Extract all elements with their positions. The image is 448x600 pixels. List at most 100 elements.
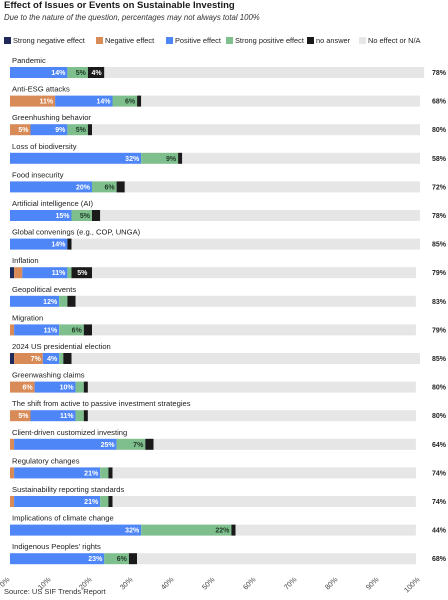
bar-segment-strong-positive (100, 496, 109, 507)
legend-swatch (307, 37, 314, 44)
bar-segment-strong-positive (67, 67, 88, 78)
x-tick-label: 40% (159, 575, 176, 592)
data-label: 21% (84, 470, 99, 477)
bar-segment-no-answer (92, 210, 101, 221)
bar-segment-no-effect (124, 181, 421, 193)
legend-label: Strong negative effect (13, 36, 85, 45)
bar-segment-positive (14, 324, 60, 336)
bar-segment-no-answer (83, 410, 88, 422)
bar-segment-positive (34, 381, 76, 393)
bar-segment-strong-positive (112, 95, 138, 107)
bar-segment-no-effect (141, 95, 420, 107)
x-tick-label: 80% (323, 575, 340, 592)
data-label: 74% (432, 499, 447, 506)
bar-segment-positive (10, 181, 92, 193)
bar-segment-strong-positive (75, 410, 84, 422)
bar-segment-positive (14, 438, 117, 450)
x-tick-label: 60% (241, 575, 258, 592)
bar-segment-positive (14, 467, 101, 479)
data-label: 32% (125, 156, 140, 163)
bar-segment-positive (10, 210, 72, 221)
data-label: 64% (432, 442, 447, 449)
bar-segment-strong-positive (75, 381, 84, 393)
data-label: 5% (18, 413, 29, 420)
data-label: 6% (125, 99, 136, 106)
category-label: Food insecurity (12, 170, 64, 179)
bar-segment-strong-positive (141, 524, 232, 536)
bar-segment-no-answer (145, 438, 154, 450)
bar-segment-no-effect (112, 496, 416, 507)
legend-swatch (4, 37, 11, 44)
bar-segment-strong-positive (104, 553, 129, 565)
bar-segment-positive (30, 124, 68, 136)
bar-segment-no-effect (71, 353, 420, 364)
data-label: 80% (432, 385, 447, 392)
data-label: 11% (52, 270, 66, 277)
bar-segment-strong-positive (92, 181, 117, 193)
data-label: 68% (432, 99, 447, 106)
data-label: 78% (432, 70, 447, 77)
legend-swatch (96, 37, 103, 44)
legend-label: Positive effect (175, 36, 221, 45)
data-label: 4% (47, 356, 58, 363)
category-label: Loss of biodiversity (12, 142, 77, 151)
bar-segment-no-effect (235, 524, 416, 536)
legend-label: Strong positive effect (235, 36, 304, 45)
legend: Strong negative effect Negative effect Pos… (4, 36, 448, 46)
bar-segment-negative (10, 438, 15, 450)
bar-segment-positive (10, 67, 68, 78)
data-label: 11% (39, 99, 53, 106)
bar-segment-no-effect (92, 267, 416, 279)
bar-segment-positive (42, 353, 60, 364)
data-label: 12% (43, 299, 58, 306)
data-label: 83% (432, 299, 447, 306)
category-label: Greenwashing claims (12, 371, 85, 380)
data-label: 5% (76, 127, 87, 134)
data-label: 9% (166, 156, 177, 163)
bar-segment-positive (55, 95, 113, 107)
category-label: Global convenings (e.g., COP, UNGA) (12, 228, 141, 237)
bar-segment-no-effect (104, 67, 425, 78)
data-label: 21% (84, 499, 99, 506)
bar-segment-no-effect (112, 467, 416, 479)
data-label: 22% (215, 528, 230, 535)
category-label: Regulatory changes (12, 456, 80, 465)
data-label: 72% (432, 184, 447, 191)
bar-segment-no-answer (178, 152, 183, 164)
bar-segment-strong-positive (67, 124, 88, 136)
data-label: 6% (22, 385, 33, 392)
bar-segment-positive (14, 496, 101, 507)
legend-item-no-effect: No effect or N/A (359, 36, 420, 45)
data-label: 11% (60, 413, 74, 420)
data-label: 25% (101, 442, 116, 449)
chart-subtitle: Due to the nature of the question, perce… (4, 13, 260, 22)
data-label: 58% (432, 156, 447, 163)
data-label: 5% (80, 213, 91, 220)
bar-segment-negative (10, 381, 35, 393)
bar-segment-no-answer (63, 353, 72, 364)
data-label: 85% (432, 242, 447, 249)
data-label: 74% (432, 470, 447, 477)
legend-item-strong-positive: Strong positive effect (226, 36, 304, 45)
legend-label: No effect or N/A (368, 36, 421, 45)
data-label: 79% (432, 270, 447, 277)
data-label: 85% (432, 356, 447, 363)
data-label: 6% (72, 327, 83, 334)
bar-segment-negative (10, 124, 31, 136)
data-label: 15% (55, 213, 70, 220)
data-label: 14% (51, 242, 66, 249)
x-tick-label: 70% (282, 575, 299, 592)
category-label: Anti-ESG attacks (12, 85, 70, 94)
data-label: 14% (96, 99, 111, 106)
legend-label: Negative effect (105, 36, 155, 45)
category-label: Indigenous Peoples' rights (12, 542, 101, 551)
x-tick-label: 100% (402, 575, 422, 595)
data-label: 44% (432, 528, 447, 535)
data-label: 32% (125, 528, 140, 535)
bar-segment-negative (14, 267, 23, 279)
data-label: 5% (76, 70, 87, 77)
bar-segment-positive (10, 238, 68, 250)
bar-segment-no-answer (108, 467, 113, 479)
data-label: 7% (31, 356, 42, 363)
bar-segment-no-answer (87, 67, 105, 78)
